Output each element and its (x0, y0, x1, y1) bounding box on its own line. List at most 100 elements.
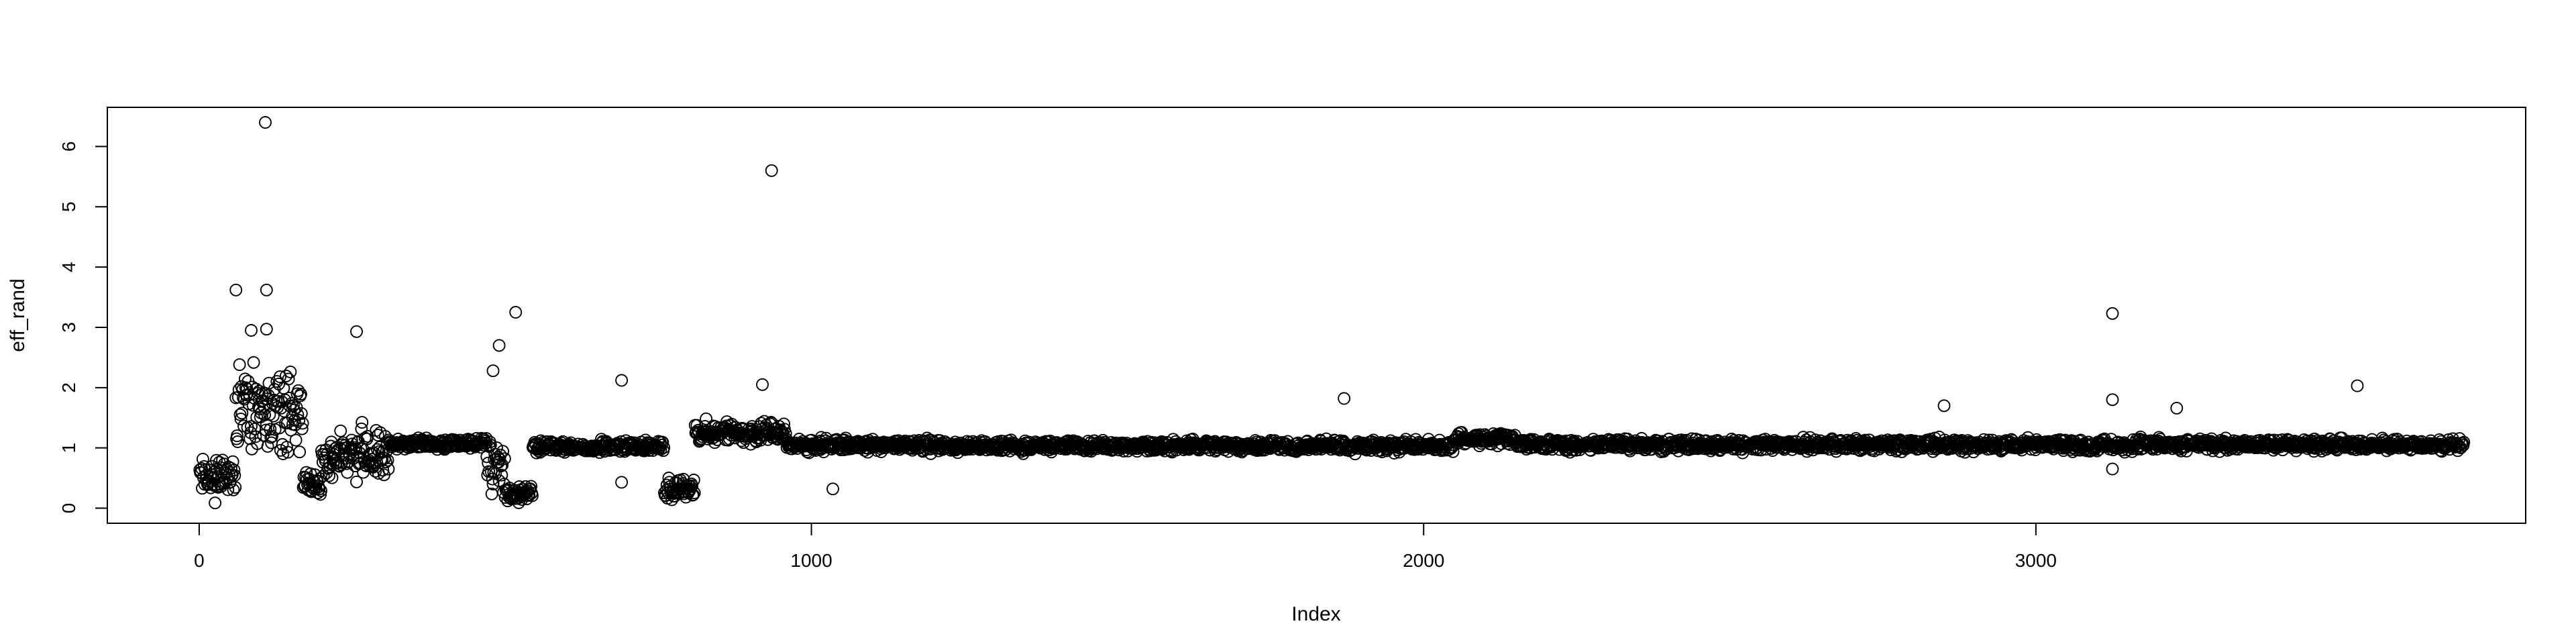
data-point (615, 374, 629, 387)
data-point (209, 496, 222, 510)
data-point (210, 453, 223, 467)
data-point (700, 412, 713, 425)
data-point (777, 417, 790, 431)
data-point (820, 431, 833, 445)
data-point (656, 435, 669, 449)
y-tick-label: 6 (58, 142, 79, 152)
data-point (287, 403, 301, 417)
data-point (231, 429, 244, 443)
data-point (288, 414, 301, 427)
x-tick-label: 2000 (1403, 550, 1444, 571)
data-point (350, 475, 363, 488)
data-point (238, 372, 252, 386)
data-point (356, 416, 369, 429)
x-axis: 0 1000 2000 3000 (194, 523, 2057, 571)
data-point (361, 429, 374, 443)
data-point (482, 456, 495, 470)
data-point (350, 325, 363, 338)
data-point (486, 364, 500, 378)
data-point (275, 395, 288, 409)
data-point (686, 488, 700, 501)
data-point (280, 417, 294, 430)
data-point (249, 430, 262, 443)
x-tick-label: 1000 (790, 550, 832, 571)
data-point (335, 455, 348, 469)
data-point (355, 422, 368, 435)
data-point (492, 339, 506, 352)
data-point (756, 378, 769, 391)
data-point (1338, 392, 1351, 405)
data-point (276, 447, 290, 460)
data-point (280, 441, 293, 454)
data-point (371, 429, 384, 442)
data-point (227, 464, 241, 477)
data-point (240, 382, 254, 396)
data-point (480, 432, 493, 445)
data-point (295, 422, 309, 435)
data-point (231, 435, 244, 448)
y-axis-title: eff_rand (7, 278, 29, 352)
data-point (2457, 435, 2471, 449)
data-point (239, 381, 252, 394)
data-point (313, 482, 326, 496)
data-point (350, 443, 362, 455)
data-point (334, 424, 347, 437)
data-point (274, 401, 288, 415)
y-tick-label: 2 (58, 382, 79, 393)
data-point (509, 306, 523, 319)
data-point (325, 471, 339, 484)
data-point (233, 358, 246, 372)
data-point (341, 466, 354, 479)
data-point (315, 484, 327, 497)
data-point (227, 483, 240, 496)
data-point (654, 443, 667, 456)
data-point (234, 413, 248, 426)
data-point (2351, 379, 2364, 392)
data-point (493, 453, 506, 466)
data-point (2106, 393, 2119, 407)
x-tick-label: 3000 (2015, 550, 2057, 571)
data-point (496, 458, 509, 472)
data-point (259, 116, 272, 129)
data-point (496, 445, 510, 458)
data-point (292, 384, 305, 397)
data-point (233, 408, 247, 421)
data-point (221, 483, 235, 496)
data-point (765, 164, 778, 177)
y-tick-label: 5 (58, 201, 79, 212)
data-point (615, 476, 629, 489)
data-point (274, 443, 287, 457)
data-point (495, 468, 508, 482)
data-point (382, 462, 395, 476)
y-tick-label: 0 (58, 503, 79, 514)
data-point (224, 462, 237, 475)
data-point (512, 496, 525, 509)
data-point (245, 324, 258, 337)
x-tick-label: 0 (194, 550, 205, 571)
data-point (490, 441, 503, 454)
data-point (657, 441, 671, 454)
data-point (686, 479, 699, 492)
data-point (2106, 307, 2119, 320)
data-point (292, 414, 306, 427)
data-point (229, 283, 243, 297)
data-point (525, 489, 539, 502)
data-point (226, 455, 239, 468)
y-tick-label: 3 (58, 322, 79, 333)
data-point (289, 433, 303, 447)
data-point (258, 409, 272, 421)
data-point (2170, 401, 2184, 415)
data-points (193, 116, 2471, 510)
data-point (264, 423, 277, 436)
data-point (498, 452, 511, 466)
data-point (282, 372, 295, 386)
data-point (247, 356, 260, 369)
data-point (235, 407, 249, 420)
data-point (260, 283, 273, 297)
x-axis-title: Index (1291, 603, 1340, 625)
data-point (369, 465, 382, 478)
data-point (260, 323, 273, 336)
data-point (293, 445, 307, 459)
data-point (264, 431, 278, 444)
